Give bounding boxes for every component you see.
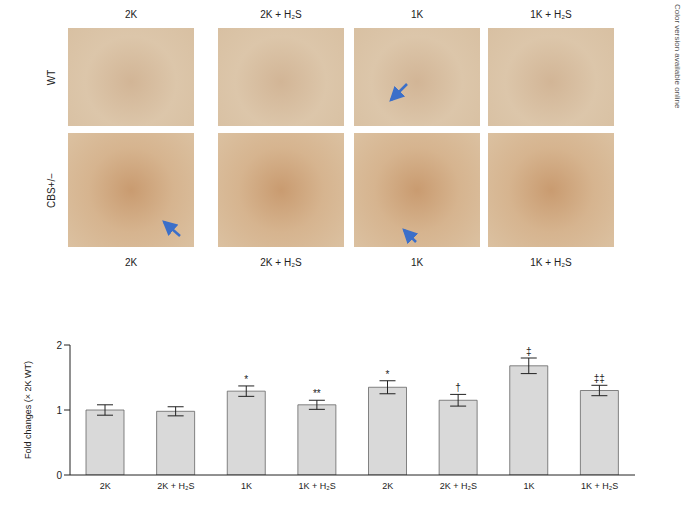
svg-text:1: 1 — [56, 405, 62, 416]
svg-text:2K + H₂S: 2K + H₂S — [440, 481, 477, 491]
svg-text:2: 2 — [56, 340, 62, 351]
svg-text:‡: ‡ — [526, 346, 532, 357]
html-text:2K + H₂S: 2K + H₂S — [260, 257, 302, 268]
html-text:1K + H₂S: 1K + H₂S — [530, 9, 572, 20]
svg-text:Fold changes (× 2K WT): Fold changes (× 2K WT) — [23, 361, 33, 459]
svg-text:2K: 2K — [100, 481, 111, 491]
html-text:1K + H₂S: 1K + H₂S — [530, 257, 572, 268]
svg-text:2K + H₂S: 2K + H₂S — [157, 481, 194, 491]
html-text:2K + H₂S: 2K + H₂S — [260, 9, 302, 20]
html-text:1K: 1K — [410, 257, 424, 268]
html-text:WT: WT — [46, 69, 58, 85]
svg-text:1K: 1K — [241, 481, 252, 491]
html-text:Color version available online: Color version available online — [673, 4, 682, 109]
html-text:CBS+/−: CBS+/− — [46, 172, 58, 208]
html-text:2K: 2K — [124, 257, 138, 268]
svg-text:1K + H₂S: 1K + H₂S — [581, 481, 618, 491]
svg-text:2K: 2K — [382, 481, 393, 491]
svg-text:*: * — [386, 369, 390, 380]
svg-text:**: ** — [313, 388, 321, 399]
svg-text:1K: 1K — [524, 481, 535, 491]
html-text:2K: 2K — [124, 9, 138, 20]
svg-text:*: * — [244, 374, 248, 385]
svg-text:†: † — [455, 382, 461, 393]
html-text:1K: 1K — [410, 9, 424, 20]
svg-text:1K + H₂S: 1K + H₂S — [299, 481, 336, 491]
svg-text:0: 0 — [56, 470, 62, 481]
svg-text:‡‡: ‡‡ — [594, 373, 605, 384]
